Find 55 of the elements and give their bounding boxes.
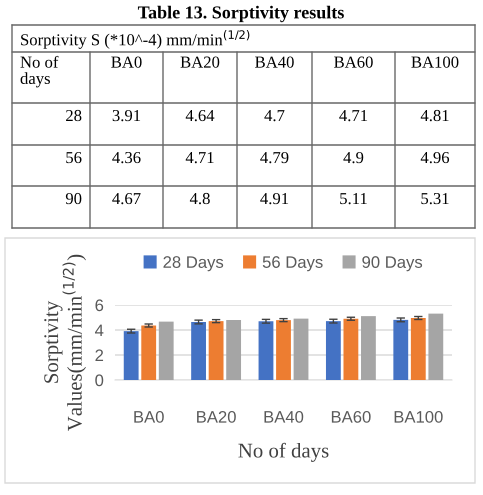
data-label: 4.7 (264, 110, 284, 122)
bar (141, 326, 156, 380)
text: 28 (66, 110, 82, 122)
category-label: BA40 (255, 56, 294, 68)
data-label: 4.64 (186, 110, 214, 122)
legend-label: 56 Days (262, 256, 323, 272)
bar (428, 314, 444, 380)
bar (158, 322, 174, 380)
data-label: 4.71 (339, 110, 368, 122)
data-label: 4.67 (112, 192, 141, 204)
bar (393, 320, 408, 380)
chart-title: Table 13. Sorptivity results (138, 6, 344, 22)
legend-label: 28 Days (163, 256, 224, 272)
bar (191, 322, 206, 380)
y-tick-label: 4 (95, 324, 104, 336)
bar (410, 318, 426, 380)
data-label: 4.8 (190, 192, 210, 204)
x-tick-label: BA0 (134, 410, 164, 423)
data-label: 3.91 (112, 110, 140, 122)
x-tick-label: BA40 (264, 410, 304, 423)
y-tick-label: 0 (95, 374, 104, 386)
x-tick-label: BA100 (394, 410, 443, 423)
data-label: 4.9 (343, 152, 364, 164)
category-label: BA100 (411, 56, 458, 68)
data-label: 4.36 (112, 152, 141, 164)
x-tick-label: BA20 (197, 410, 236, 423)
category-label: BA20 (180, 56, 220, 68)
category-label: BA60 (334, 56, 373, 68)
bar (258, 321, 274, 380)
y-tick-label: 2 (95, 349, 104, 362)
bar (326, 321, 341, 380)
data-label: 5.31 (421, 192, 449, 204)
bar (343, 318, 358, 380)
data-label: 5.11 (340, 193, 367, 204)
data-label: 4.81 (420, 110, 449, 122)
bar (208, 321, 224, 380)
y-tick-label: 6 (95, 299, 104, 312)
x-tick-label: BA60 (332, 410, 371, 423)
data-label: 4.79 (260, 152, 288, 164)
bar (361, 316, 376, 380)
bar (294, 318, 308, 380)
category-label: BA0 (111, 56, 142, 68)
text: 56 (66, 152, 82, 164)
x-axis-title: No of days (238, 442, 328, 462)
text: Sorptivity S (*10^-4) mm/min$^{(1/2)}$ (21, 30, 250, 49)
text: No of days (20, 56, 58, 88)
data-label: 4.71 (186, 152, 214, 164)
y-axis-title: Sorptivity Values(mm/min$^{(1/2)}$) (44, 254, 86, 432)
bar (276, 320, 291, 380)
bar (226, 320, 242, 380)
data-label: 4.91 (260, 192, 288, 204)
bar (124, 331, 139, 380)
data-label: 4.96 (420, 152, 450, 164)
legend-label: 90 Days (362, 256, 422, 272)
text: 90 (66, 192, 82, 204)
